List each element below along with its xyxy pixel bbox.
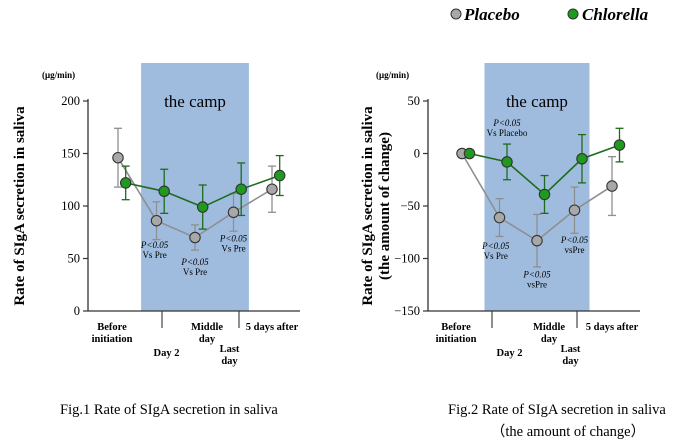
- chlorella-point: [235, 183, 247, 195]
- placebo-point: [150, 214, 163, 227]
- chart-fig2: the camp −150 −100 −50 0 50 (μg/min) Rate of SI…: [360, 63, 666, 440]
- x-category-label: initiation: [436, 334, 477, 345]
- figure-caption-secondary: （the amount of change）: [491, 423, 645, 440]
- y-tick-label: 50: [408, 94, 421, 108]
- x-category-label: Last: [561, 344, 581, 355]
- y-tick-label: 200: [61, 94, 80, 108]
- placebo-point: [227, 206, 240, 219]
- significance-annotation: Vs Pre: [183, 267, 207, 277]
- significance-annotation: P<0.05: [219, 234, 248, 244]
- y-axis-title: Rate of SIgA secretion in saliva: [12, 106, 28, 306]
- placebo-point: [606, 180, 618, 192]
- chlorella-point: [576, 153, 588, 165]
- significance-annotation: P<0.05: [481, 241, 510, 251]
- chlorella-point: [158, 185, 170, 198]
- chlorella-point: [613, 139, 626, 151]
- chart-fig1: the camp 0 50 100 150 200 (μg/min) Rate of SIgA…: [12, 63, 300, 418]
- placebo-point: [189, 231, 201, 244]
- legend: Placebo Chlorella: [450, 5, 649, 24]
- x-category-label: 5 days after: [586, 322, 639, 333]
- y-tick-label: 0: [414, 147, 420, 161]
- significance-annotation: vsPre: [527, 279, 547, 289]
- placebo-point: [568, 204, 581, 216]
- legend-chlorella-marker: [567, 8, 579, 20]
- significance-annotation: P<0.05: [140, 240, 169, 250]
- significance-annotation: P<0.05: [492, 118, 521, 128]
- significance-annotation: P<0.05: [560, 235, 589, 245]
- y-tick-label: 150: [61, 147, 80, 161]
- camp-band-label: the camp: [164, 92, 226, 111]
- x-category-label: Before: [441, 322, 471, 333]
- chlorella-point: [273, 169, 286, 182]
- chlorella-point: [538, 188, 551, 201]
- figure-caption: Fig.1 Rate of SIgA secretion in saliva: [60, 402, 278, 418]
- significance-annotation: Vs Pre: [221, 244, 245, 254]
- y-axis-title-secondary: (the amount of change): [377, 132, 393, 280]
- x-category-label: day: [562, 356, 579, 367]
- y-tick-label: −150: [394, 304, 420, 318]
- y-tick-label: −100: [394, 252, 420, 266]
- placebo-point: [531, 234, 543, 247]
- x-category-label: day: [541, 334, 558, 345]
- significance-annotation: P<0.05: [180, 257, 209, 267]
- chlorella-point: [463, 147, 476, 160]
- x-category-label: Day 2: [497, 348, 523, 359]
- legend-chlorella-label: Chlorella: [582, 5, 649, 24]
- x-category-label: Middle: [533, 322, 565, 333]
- legend-placebo-label: Placebo: [463, 5, 520, 24]
- significance-annotation: Vs Pre: [142, 250, 166, 260]
- y-unit-label: (μg/min): [376, 70, 409, 80]
- chlorella-point: [501, 156, 513, 168]
- x-category-label: 5 days after: [246, 322, 299, 333]
- figure-caption: Fig.2 Rate of SIgA secretion in saliva: [448, 402, 666, 418]
- x-category-label: initiation: [92, 334, 133, 345]
- y-unit-label: (μg/min): [42, 70, 75, 80]
- y-axis-title: Rate of SIgA secretion in saliva: [360, 106, 376, 306]
- x-category-label: day: [199, 334, 216, 345]
- y-tick-label: 50: [68, 252, 81, 266]
- y-tick-label: 0: [74, 304, 80, 318]
- significance-annotation: Vs Placebo: [487, 128, 528, 138]
- chlorella-point: [196, 201, 209, 213]
- placebo-point: [493, 211, 506, 224]
- significance-annotation: P<0.05: [522, 269, 551, 279]
- placebo-point: [112, 151, 124, 164]
- camp-band: [141, 63, 249, 311]
- legend-placebo-marker: [450, 8, 462, 20]
- chlorella-point: [119, 177, 132, 189]
- placebo-point: [266, 183, 278, 195]
- significance-annotation: vsPre: [565, 245, 585, 255]
- x-category-label: Before: [97, 322, 127, 333]
- x-category-label: Day 2: [154, 348, 180, 359]
- significance-annotation: Vs Pre: [484, 251, 508, 261]
- camp-band-label: the camp: [506, 92, 568, 111]
- x-category-label: Last: [220, 344, 240, 355]
- y-tick-label: −50: [400, 199, 420, 213]
- x-category-label: day: [221, 356, 238, 367]
- x-category-label: Middle: [191, 322, 223, 333]
- y-tick-label: 100: [61, 199, 80, 213]
